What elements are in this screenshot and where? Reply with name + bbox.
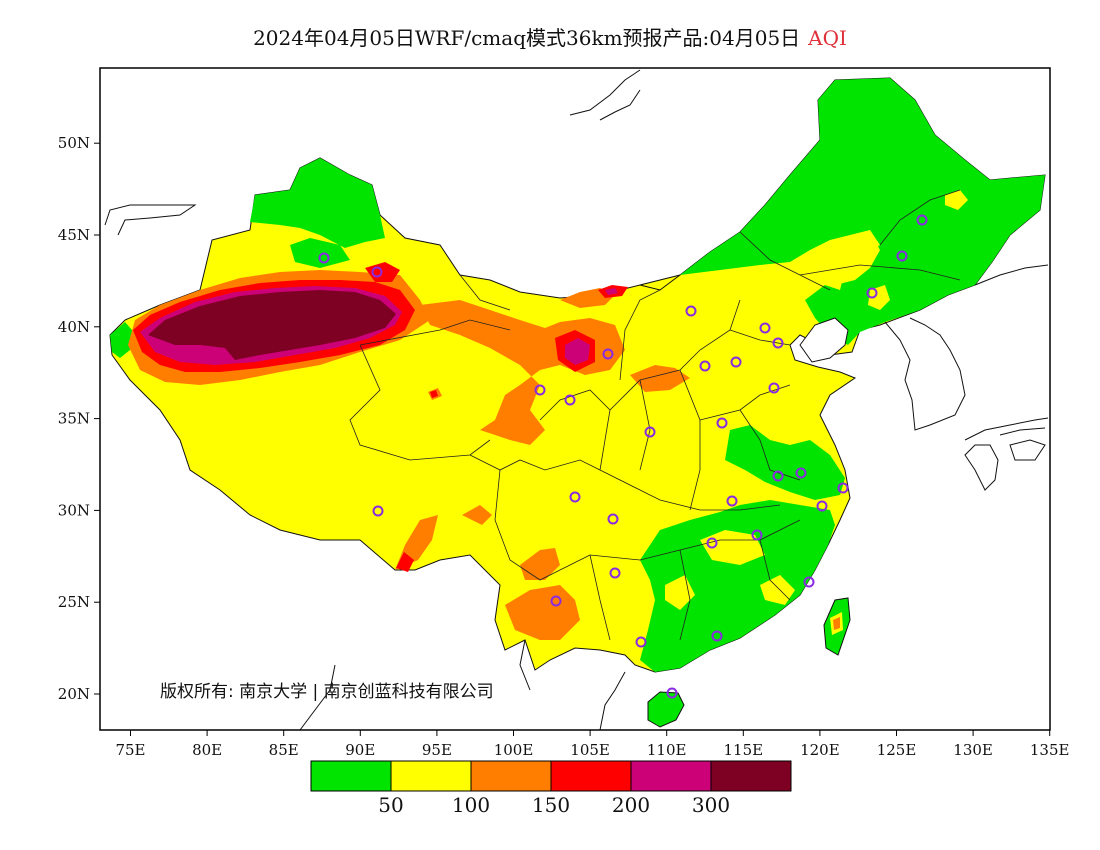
y-tick-label: 50N	[58, 134, 90, 152]
aqi-hazardous-tarim	[148, 290, 396, 360]
colorbar-label: 150	[532, 793, 570, 817]
aqi-unhealthy-tibet	[396, 552, 414, 572]
colorbar-label: 300	[692, 793, 730, 817]
x-tick-label: 75E	[115, 741, 145, 759]
map-frame	[99, 67, 1051, 731]
aqi-moderate-ne-patch-3	[945, 190, 968, 210]
colorbar-swatch	[550, 760, 632, 792]
map-title-variable: AQI	[808, 26, 847, 50]
colorbar-label: 50	[378, 793, 403, 817]
aqi-unhealthy-spot	[430, 390, 438, 398]
x-tick-label: 130E	[953, 741, 993, 759]
x-tick-label: 120E	[800, 741, 840, 759]
map-title-main: 2024年04月05日WRF/cmaq模式36km预报产品:04月05日	[253, 26, 801, 50]
aqi-very-unhealthy-ningxia	[565, 338, 590, 365]
x-tick-label: 100E	[494, 741, 534, 759]
aqi-moderate-se-patch-3	[665, 575, 695, 610]
colorbar-swatch	[310, 760, 392, 792]
aqi-good-east	[725, 425, 845, 500]
y-tick-label: 25N	[58, 593, 90, 611]
aqi-moderate-ne-patch-2	[868, 285, 890, 310]
y-tick-label: 30N	[58, 501, 90, 519]
copyright-text: 版权所有: 南京大学 | 南京创蓝科技有限公司	[160, 682, 494, 702]
aqi-good-xinjiang-north-2	[290, 238, 350, 268]
x-tick-label: 105E	[570, 741, 610, 759]
x-tick-label: 115E	[724, 741, 764, 759]
aqi-moderate-se-patch-2	[760, 575, 795, 605]
x-tick-label: 135E	[1030, 741, 1070, 759]
y-tick-label: 45N	[58, 226, 90, 244]
x-tick-label: 110E	[647, 741, 687, 759]
station-markers	[318, 214, 928, 699]
colorbar-swatch	[390, 760, 472, 792]
bohai-sea	[799, 317, 849, 363]
aqi-very-unhealthy-imong	[605, 288, 618, 295]
aqi-usg-north-china	[630, 365, 690, 392]
x-tick-label: 95E	[422, 741, 452, 759]
x-axis: 75E 80E 85E 90E 95E 100E 105E 110E 115E 120E 125E 1…	[115, 730, 1069, 759]
province-boundaries	[349, 189, 961, 641]
y-tick-label: 20N	[58, 685, 90, 703]
aqi-good-xinjiang-north	[250, 158, 385, 248]
colorbar-label: 200	[612, 793, 650, 817]
aqi-usg-yunnan	[505, 585, 580, 640]
y-tick-label: 35N	[58, 410, 90, 428]
colorbar-swatch	[710, 760, 792, 792]
foreign-coastlines	[104, 69, 1049, 730]
aqi-usg-tibet-east	[462, 505, 492, 525]
x-tick-label: 80E	[192, 741, 222, 759]
aqi-map	[104, 69, 1049, 730]
colorbar-swatch	[630, 760, 712, 792]
aqi-usg-sichuan	[520, 548, 560, 580]
hainan-island	[647, 691, 685, 728]
aqi-good-west-tip	[110, 322, 132, 358]
y-axis: 20N 25N 30N 35N 40N 45N 50N	[58, 134, 100, 703]
aqi-good-southeast	[640, 500, 835, 672]
aqi-colorbar: 50 100 150 200 300	[310, 760, 792, 817]
colorbar-label: 100	[452, 793, 490, 817]
x-tick-label: 85E	[269, 741, 299, 759]
y-tick-label: 40N	[58, 318, 90, 336]
x-tick-label: 90E	[345, 741, 375, 759]
map-title: 2024年04月05日WRF/cmaq模式36km预报产品:04月05日 AQI	[0, 22, 1100, 51]
colorbar-swatch	[470, 760, 552, 792]
x-tick-label: 125E	[877, 741, 917, 759]
taiwan-usg	[833, 617, 840, 630]
aqi-moderate-se-patch	[700, 530, 765, 565]
aqi-moderate-ne-patch	[815, 232, 880, 285]
